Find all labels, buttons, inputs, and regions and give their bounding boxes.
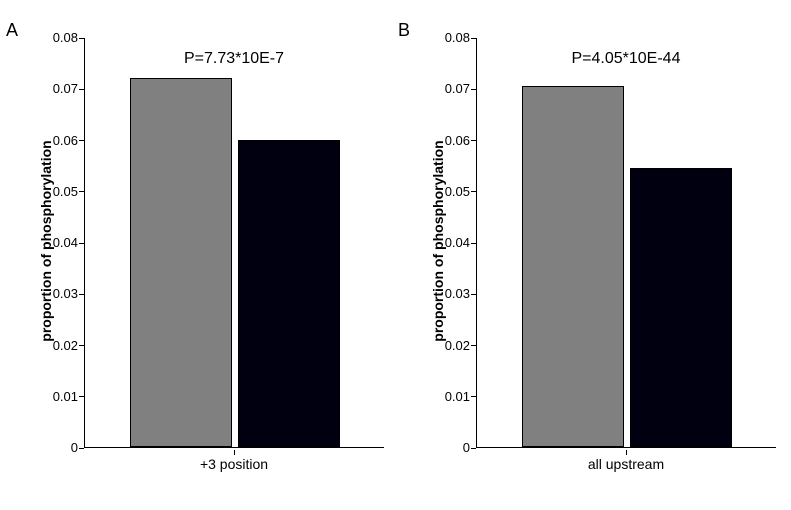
- ytick-B-3: 0.03: [430, 286, 470, 301]
- xlabel-B: all upstream: [546, 456, 706, 472]
- ytick-A-3: 0.03: [38, 286, 78, 301]
- ytick-A-7: 0.07: [38, 81, 78, 96]
- panel-label-A: A: [6, 20, 18, 41]
- bar-B-1: [630, 168, 732, 447]
- ytick-B-8: 0.08: [430, 30, 470, 45]
- panel-B: Bproportion of phosphorylation00.010.020…: [398, 20, 782, 490]
- plot-area-A: [84, 38, 384, 448]
- ytick-B-6: 0.06: [430, 133, 470, 148]
- ytick-A-4: 0.04: [38, 235, 78, 250]
- ytick-A-5: 0.05: [38, 184, 78, 199]
- bar-A-1: [238, 140, 340, 448]
- ytick-B-7: 0.07: [430, 81, 470, 96]
- ytick-B-2: 0.02: [430, 338, 470, 353]
- ytick-A-0: 0: [38, 440, 78, 455]
- pvalue-text-B: P=4.05*10E-44: [536, 50, 716, 68]
- xlabel-A: +3 position: [154, 456, 314, 472]
- bar-B-0: [522, 86, 624, 447]
- panel-A: Aproportion of phosphorylation00.010.020…: [6, 20, 390, 490]
- panel-label-B: B: [398, 20, 410, 41]
- ytick-B-0: 0: [430, 440, 470, 455]
- ytick-A-8: 0.08: [38, 30, 78, 45]
- ytick-B-1: 0.01: [430, 389, 470, 404]
- ytick-A-6: 0.06: [38, 133, 78, 148]
- ytick-B-4: 0.04: [430, 235, 470, 250]
- plot-area-B: [476, 38, 776, 448]
- ytick-A-1: 0.01: [38, 389, 78, 404]
- pvalue-text-A: P=7.73*10E-7: [144, 50, 324, 68]
- ytick-A-2: 0.02: [38, 338, 78, 353]
- ytick-B-5: 0.05: [430, 184, 470, 199]
- bar-A-0: [130, 78, 232, 447]
